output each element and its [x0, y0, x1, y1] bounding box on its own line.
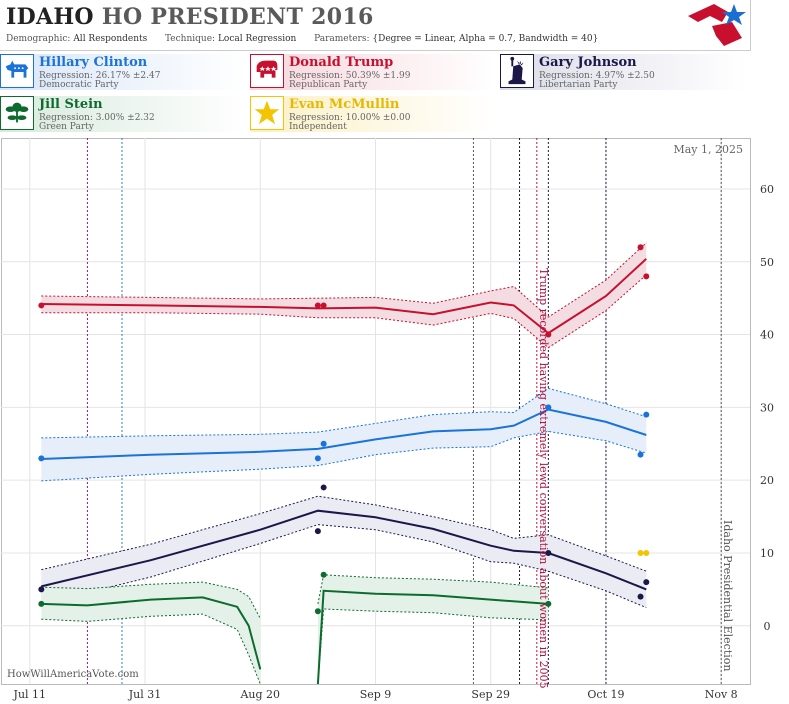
- candidate-regression: Regression: 4.97% ±2.50: [539, 71, 655, 81]
- y-tick-label: 40: [760, 329, 774, 342]
- data-point: [314, 302, 321, 309]
- y-tick-label: 0: [764, 620, 771, 633]
- candidate-card-trump[interactable]: Donald Trump Regression: 50.39% ±1.99 Re…: [250, 54, 496, 90]
- star-icon: [250, 96, 284, 130]
- trend-line: [41, 408, 647, 460]
- data-point: [38, 455, 45, 462]
- data-point: [643, 579, 650, 586]
- technique-label: Technique:: [165, 34, 216, 44]
- confidence-lower: [41, 524, 647, 609]
- confidence-lower: [317, 608, 549, 684]
- title-rest: HO PRESIDENT 2016: [101, 4, 374, 30]
- data-point: [38, 586, 45, 593]
- candidate-regression: Regression: 3.00% ±2.32: [39, 113, 155, 123]
- data-point: [637, 244, 644, 251]
- x-tick-label: Oct 19: [587, 688, 624, 701]
- candidate-party: Libertarian Party: [539, 80, 618, 90]
- series-group: [38, 242, 650, 684]
- data-point: [320, 484, 327, 491]
- data-point: [314, 528, 321, 535]
- candidate-party: Democratic Party: [39, 80, 119, 90]
- candidate-card-mcmullin[interactable]: Evan McMullin Regression: 10.00% ±0.00 I…: [250, 96, 496, 132]
- y-tick-label: 60: [760, 183, 774, 196]
- data-point: [38, 302, 45, 309]
- donkey-icon: [0, 54, 34, 88]
- confidence-band: [317, 574, 549, 684]
- data-point: [637, 593, 644, 600]
- candidate-regression: Regression: 26.17% ±2.47: [39, 71, 161, 81]
- data-point: [314, 455, 321, 462]
- y-tick-label: 50: [760, 256, 774, 269]
- y-tick-label: 30: [760, 401, 774, 414]
- event-annotation: Trump recorded having extremely lewd con…: [537, 268, 550, 689]
- candidate-name: Jill Stein: [39, 97, 103, 112]
- data-point: [643, 273, 650, 280]
- demographic-label: Demographic:: [6, 34, 71, 44]
- confidence-band: [41, 388, 647, 481]
- data-point: [320, 302, 327, 309]
- data-point: [545, 549, 552, 556]
- data-point: [637, 549, 644, 556]
- candidate-name: Evan McMullin: [289, 97, 400, 112]
- trend-line: [41, 509, 647, 591]
- candidate-card-clinton[interactable]: Hillary Clinton Regression: 26.17% ±2.47…: [0, 54, 246, 90]
- data-point: [545, 600, 552, 607]
- y-tick-label: 20: [760, 474, 774, 487]
- confidence-upper: [41, 495, 647, 572]
- data-point: [38, 600, 45, 607]
- trend-line: [41, 258, 647, 335]
- data-point: [637, 451, 644, 458]
- confidence-lower: [41, 613, 261, 684]
- data-point: [545, 404, 552, 411]
- confidence-upper: [317, 574, 549, 604]
- data-point: [545, 331, 552, 338]
- parameters-label: Parameters:: [314, 34, 370, 44]
- site-logo-icon: [688, 4, 746, 46]
- confidence-lower: [41, 274, 647, 349]
- x-tick-label: Jul 11: [13, 688, 47, 701]
- x-tick-label: Jul 31: [128, 688, 162, 701]
- header-panel: IDAHO HO PRESIDENT 2016 Demographic: All…: [0, 0, 751, 51]
- trend-line: [316, 589, 549, 684]
- data-point: [314, 608, 321, 615]
- candidate-party: Independent: [289, 122, 347, 132]
- candidate-party: Green Party: [39, 122, 94, 132]
- data-point: [320, 571, 327, 578]
- event-annotation: Idaho Presidential Election: [721, 520, 734, 672]
- candidate-card-stein[interactable]: Jill Stein Regression: 3.00% ±2.32 Green…: [0, 96, 246, 132]
- confidence-lower: [41, 430, 647, 482]
- elephant-icon: [250, 54, 284, 88]
- parameters-value: {Degree = Linear, Alpha = 0.7, Bandwidth…: [372, 34, 599, 44]
- candidate-party: Republican Party: [289, 80, 368, 90]
- title-state: IDAHO: [6, 4, 94, 30]
- confidence-band: [41, 582, 261, 684]
- data-point: [320, 440, 327, 447]
- technique-value: Local Regression: [217, 34, 297, 44]
- demographic-value: All Respondents: [73, 34, 148, 44]
- candidate-name: Gary Johnson: [539, 55, 637, 70]
- x-tick-label: Sep 29: [471, 688, 510, 701]
- page-title: IDAHO HO PRESIDENT 2016: [6, 4, 374, 30]
- candidate-card-johnson[interactable]: Gary Johnson Regression: 4.97% ±2.50 Lib…: [500, 54, 746, 90]
- date-stamp: May 1, 2025: [673, 143, 743, 156]
- data-point: [643, 411, 650, 418]
- x-tick-label: Aug 20: [239, 688, 280, 701]
- flower-icon: [0, 96, 34, 130]
- candidate-name: Hillary Clinton: [39, 55, 148, 70]
- confidence-upper: [41, 242, 647, 318]
- confidence-upper: [41, 581, 261, 619]
- x-tick-label: Sep 9: [360, 688, 392, 701]
- candidate-regression: Regression: 50.39% ±1.99: [289, 71, 411, 81]
- parameters-line: Demographic: All Respondents Technique: …: [6, 34, 598, 44]
- confidence-upper: [41, 387, 647, 439]
- site-credit: HowWillAmericaVote.com: [7, 669, 139, 680]
- candidate-name: Donald Trump: [289, 55, 394, 70]
- liberty-statue-icon: [500, 54, 534, 88]
- trend-line: [41, 596, 262, 670]
- y-tick-label: 10: [760, 547, 774, 560]
- candidate-regression: Regression: 10.00% ±0.00: [289, 113, 411, 123]
- data-point: [643, 549, 650, 556]
- x-tick-label: Nov 8: [705, 688, 738, 701]
